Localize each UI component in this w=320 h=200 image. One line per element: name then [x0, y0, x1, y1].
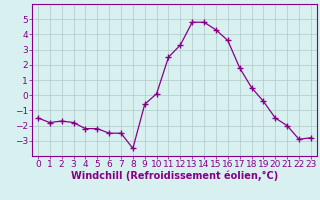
X-axis label: Windchill (Refroidissement éolien,°C): Windchill (Refroidissement éolien,°C): [71, 171, 278, 181]
